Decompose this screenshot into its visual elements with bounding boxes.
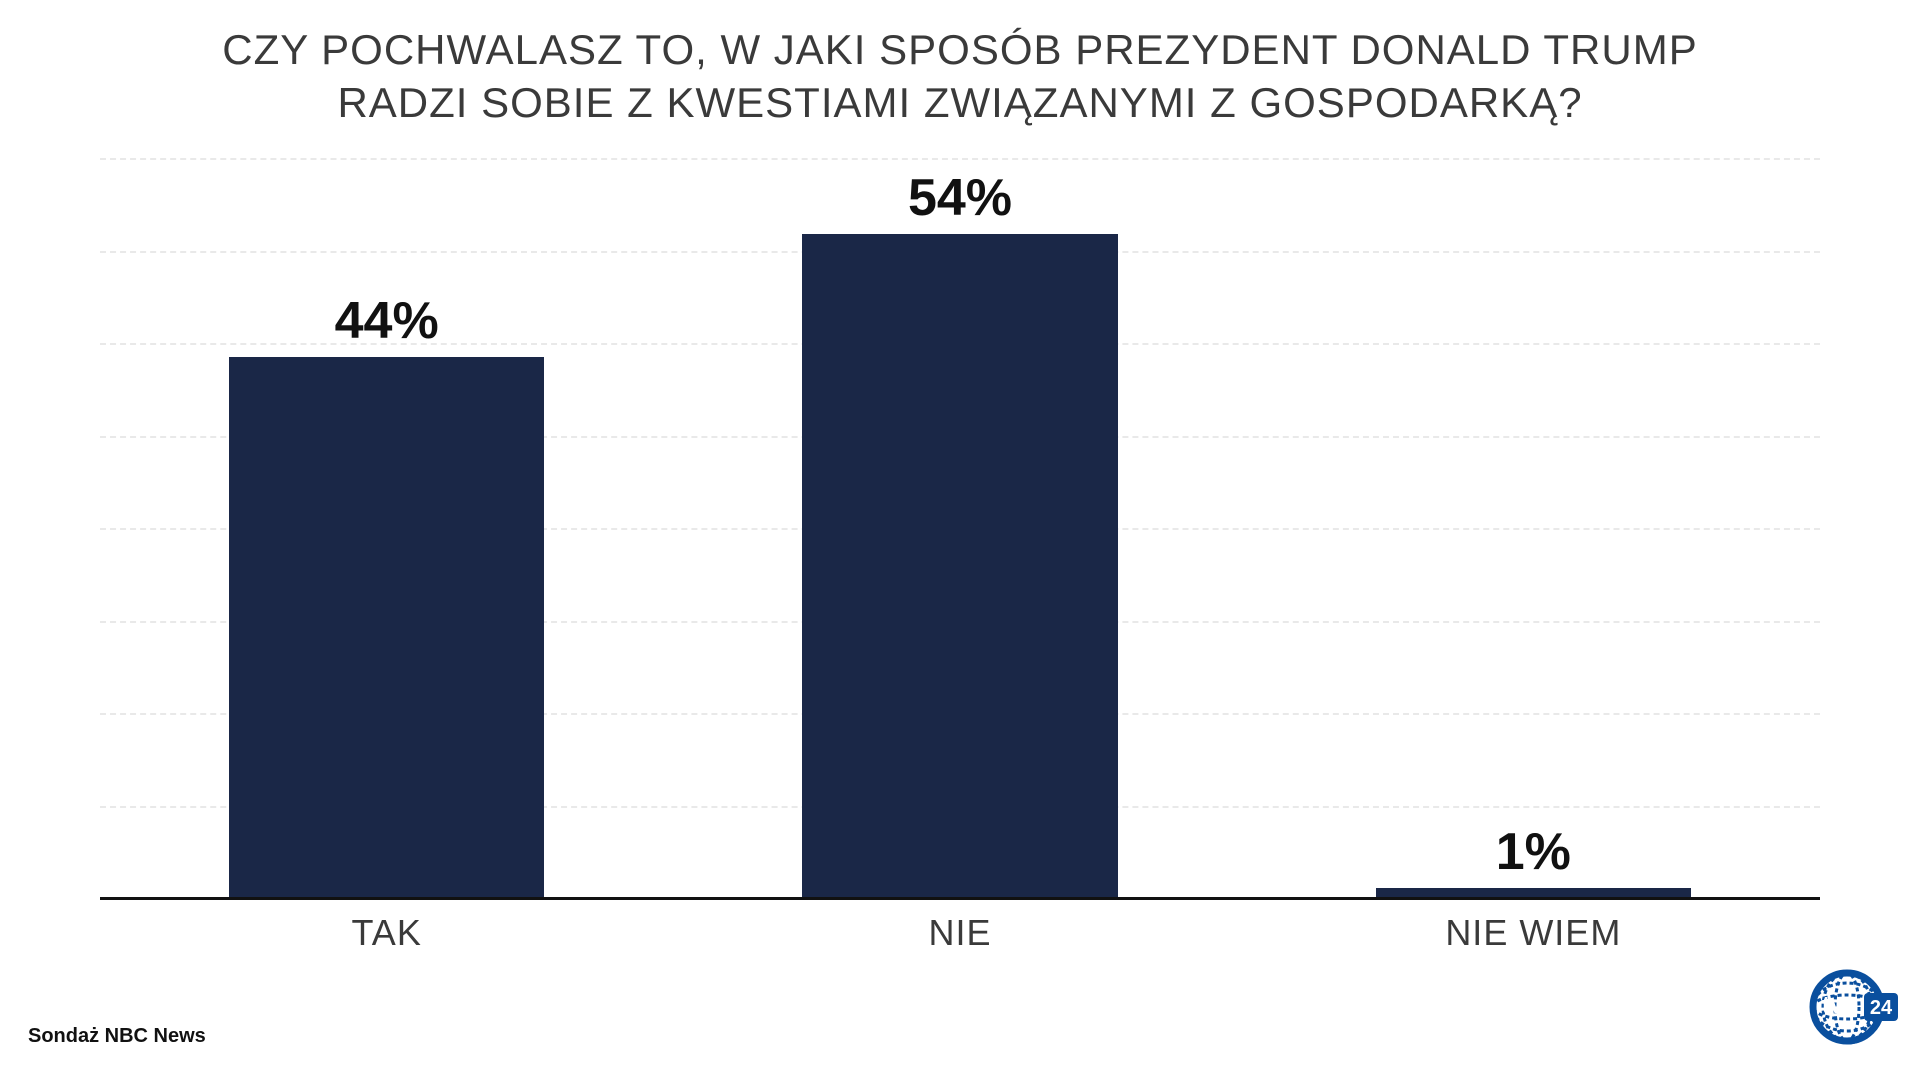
source-text: Sondaż NBC News: [28, 1025, 206, 1048]
chart-title: CZY POCHWALASZ TO, W JAKI SPOSÓB PREZYDE…: [0, 24, 1920, 129]
page: CZY POCHWALASZ TO, W JAKI SPOSÓB PREZYDE…: [0, 0, 1920, 1066]
chart-area: 44% 54% 1%: [100, 160, 1820, 900]
bar-value-label: 1%: [1496, 822, 1571, 888]
svg-text:24: 24: [1870, 997, 1893, 1019]
bar-column: 44%: [100, 160, 673, 900]
bar: 54%: [802, 234, 1117, 900]
bar-column: 1%: [1247, 160, 1820, 900]
chart-title-line1: CZY POCHWALASZ TO, W JAKI SPOSÓB PREZYDE…: [0, 24, 1920, 77]
chart-title-line2: RADZI SOBIE Z KWESTIAMI ZWIĄZANYMI Z GOS…: [0, 77, 1920, 130]
category-label: TAK: [100, 912, 673, 954]
category-labels: TAKNIENIE WIEM: [100, 912, 1820, 954]
x-axis: [100, 897, 1820, 900]
bar: 44%: [229, 357, 544, 900]
category-label: NIE WIEM: [1247, 912, 1820, 954]
plot: 44% 54% 1%: [100, 160, 1820, 900]
bar-column: 54%: [673, 160, 1246, 900]
category-label: NIE: [673, 912, 1246, 954]
tvn24-logo: tvn tvn 24: [1792, 967, 1902, 1052]
bar-value-label: 54%: [908, 168, 1012, 234]
svg-text:tvn: tvn: [1822, 992, 1858, 1019]
bars-container: 44% 54% 1%: [100, 160, 1820, 900]
bar-value-label: 44%: [335, 291, 439, 357]
